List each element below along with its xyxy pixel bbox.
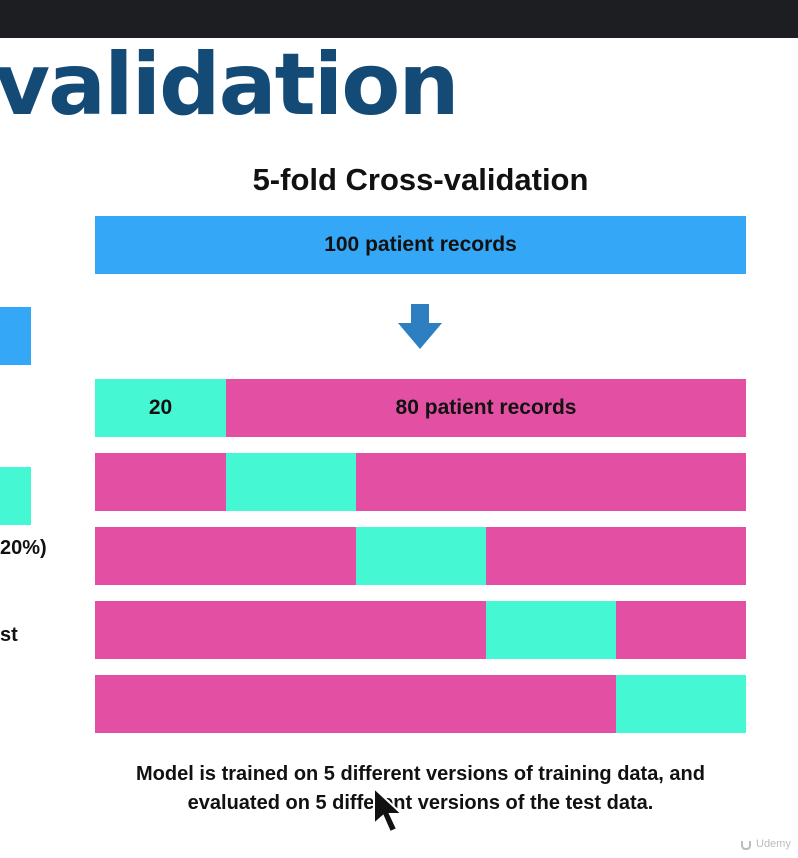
watermark: Udemy — [740, 838, 791, 850]
fold-row-5 — [95, 675, 746, 733]
test-segment — [616, 675, 746, 733]
train-segment — [486, 527, 746, 585]
udemy-logo-icon — [741, 841, 751, 850]
video-top-bar — [0, 0, 798, 38]
train-segment — [616, 601, 746, 659]
test-segment — [486, 601, 616, 659]
test-segment — [226, 453, 356, 511]
left-partial-label-2: st — [0, 624, 18, 646]
test-segment — [356, 527, 486, 585]
caption-line-1: Model is trained on 5 different versions… — [136, 763, 705, 785]
fold-row-4 — [95, 601, 746, 659]
train-segment — [95, 601, 486, 659]
all-records-label: 100 patient records — [95, 216, 746, 274]
down-arrow-icon — [398, 304, 442, 349]
train-segment — [356, 453, 746, 511]
watermark-text: Udemy — [756, 838, 791, 850]
left-blue-block — [0, 307, 31, 365]
train-segment — [95, 527, 356, 585]
caption-line-2: evaluated on 5 different versions of the… — [187, 792, 654, 814]
fold-row-1: 20 80 patient records — [95, 379, 746, 437]
all-records-bar: 100 patient records — [95, 216, 746, 274]
mouse-pointer-icon — [373, 786, 405, 834]
train-segment — [95, 453, 226, 511]
test-segment: 20 — [95, 379, 226, 437]
train-segment — [95, 675, 616, 733]
diagram-title: 5-fold Cross-validation — [252, 162, 589, 197]
fold-row-2 — [95, 453, 746, 511]
fold-row-3 — [95, 527, 746, 585]
slide-heading: validation — [0, 35, 460, 135]
caption: Model is trained on 5 different versions… — [85, 760, 756, 818]
left-teal-block — [0, 467, 31, 525]
train-segment: 80 patient records — [226, 379, 746, 437]
left-partial-label-1: 20%) — [0, 537, 47, 559]
